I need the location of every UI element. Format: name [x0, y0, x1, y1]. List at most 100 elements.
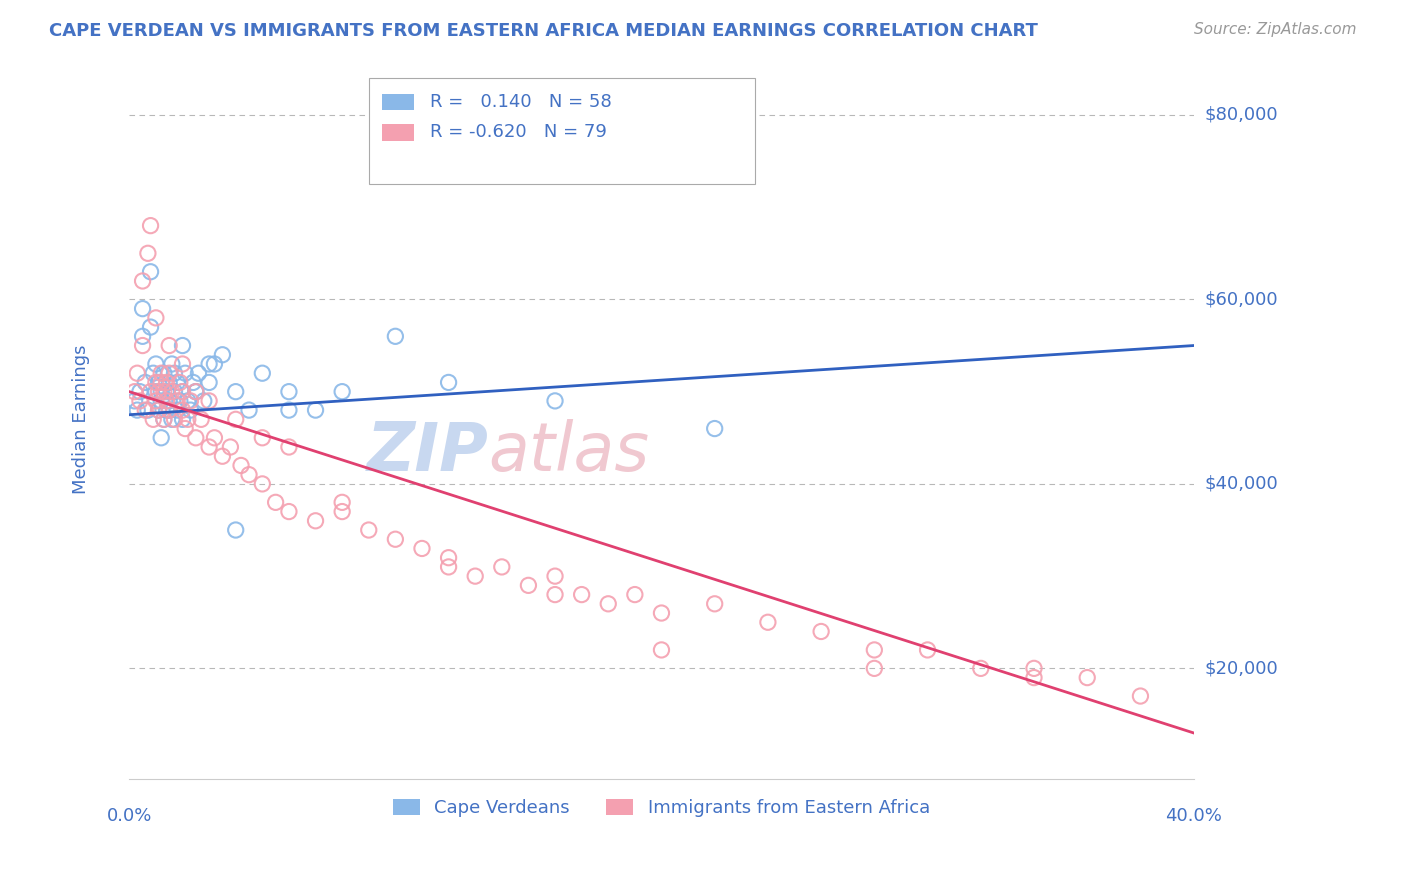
Point [252, 476, 274, 491]
Point [163, 384, 186, 399]
Point [148, 384, 170, 399]
Point [177, 412, 200, 426]
Point [650, 643, 672, 657]
Point [129, 393, 152, 408]
Point [136, 403, 159, 417]
Point [225, 384, 247, 399]
Point [142, 412, 165, 426]
Point [134, 403, 156, 417]
Point [252, 366, 274, 380]
Text: ZIP: ZIP [367, 418, 488, 484]
Point [1076, 671, 1098, 685]
Point [177, 393, 200, 408]
Point [544, 393, 567, 408]
Point [437, 376, 460, 390]
Point [1129, 689, 1152, 703]
Point [153, 366, 176, 380]
Point [384, 329, 406, 343]
Point [139, 219, 162, 233]
Point [169, 393, 191, 408]
Point [155, 393, 177, 408]
Point [150, 393, 173, 408]
FancyBboxPatch shape [382, 94, 413, 111]
Text: $20,000: $20,000 [1205, 659, 1278, 677]
Point [157, 393, 180, 408]
Point [150, 431, 173, 445]
Point [517, 578, 540, 592]
Point [411, 541, 433, 556]
Point [172, 384, 194, 399]
Point [172, 384, 194, 399]
Point [198, 440, 221, 454]
Point [174, 421, 197, 435]
Point [198, 376, 221, 390]
Point [129, 384, 152, 399]
Point [863, 643, 886, 657]
Point [1022, 671, 1045, 685]
Point [650, 606, 672, 620]
Point [384, 533, 406, 547]
Point [157, 366, 180, 380]
Point [157, 376, 180, 390]
Text: Median Earnings: Median Earnings [72, 344, 90, 494]
Point [544, 569, 567, 583]
Text: CAPE VERDEAN VS IMMIGRANTS FROM EASTERN AFRICA MEDIAN EARNINGS CORRELATION CHART: CAPE VERDEAN VS IMMIGRANTS FROM EASTERN … [49, 22, 1038, 40]
Point [134, 376, 156, 390]
Point [264, 495, 287, 509]
Point [181, 376, 204, 390]
Point [145, 357, 167, 371]
Point [204, 431, 226, 445]
Point [172, 357, 194, 371]
Point [142, 366, 165, 380]
Point [155, 384, 177, 399]
Point [179, 403, 201, 417]
Legend: Cape Verdeans, Immigrants from Eastern Africa: Cape Verdeans, Immigrants from Eastern A… [385, 791, 938, 824]
Point [204, 357, 226, 371]
Point [225, 412, 247, 426]
Point [157, 338, 180, 352]
Point [127, 403, 149, 417]
Point [544, 588, 567, 602]
Point [157, 403, 180, 417]
Point [277, 440, 299, 454]
Point [139, 265, 162, 279]
Point [148, 403, 170, 417]
Text: 0.0%: 0.0% [107, 806, 152, 825]
FancyBboxPatch shape [368, 78, 755, 184]
Point [184, 431, 207, 445]
Point [219, 440, 242, 454]
Text: R = -0.620   N = 79: R = -0.620 N = 79 [430, 123, 607, 142]
Point [157, 403, 180, 417]
Point [1022, 661, 1045, 675]
Point [179, 393, 201, 408]
Point [150, 384, 173, 399]
Point [571, 588, 593, 602]
Point [160, 357, 183, 371]
Point [304, 403, 326, 417]
Text: atlas: atlas [488, 418, 650, 484]
Point [229, 458, 252, 473]
Point [357, 523, 380, 537]
Point [169, 376, 191, 390]
Point [148, 403, 170, 417]
Point [437, 560, 460, 574]
Text: $60,000: $60,000 [1205, 291, 1278, 309]
Text: $40,000: $40,000 [1205, 475, 1278, 493]
Point [174, 366, 197, 380]
Point [172, 412, 194, 426]
Point [917, 643, 939, 657]
Point [330, 384, 353, 399]
Point [166, 403, 188, 417]
Point [304, 514, 326, 528]
Point [184, 384, 207, 399]
Point [139, 384, 162, 399]
Point [153, 384, 176, 399]
Point [598, 597, 620, 611]
Point [166, 393, 188, 408]
Point [810, 624, 832, 639]
Point [124, 384, 146, 399]
Point [155, 403, 177, 417]
Point [863, 661, 886, 675]
Point [277, 384, 299, 399]
Point [145, 310, 167, 325]
